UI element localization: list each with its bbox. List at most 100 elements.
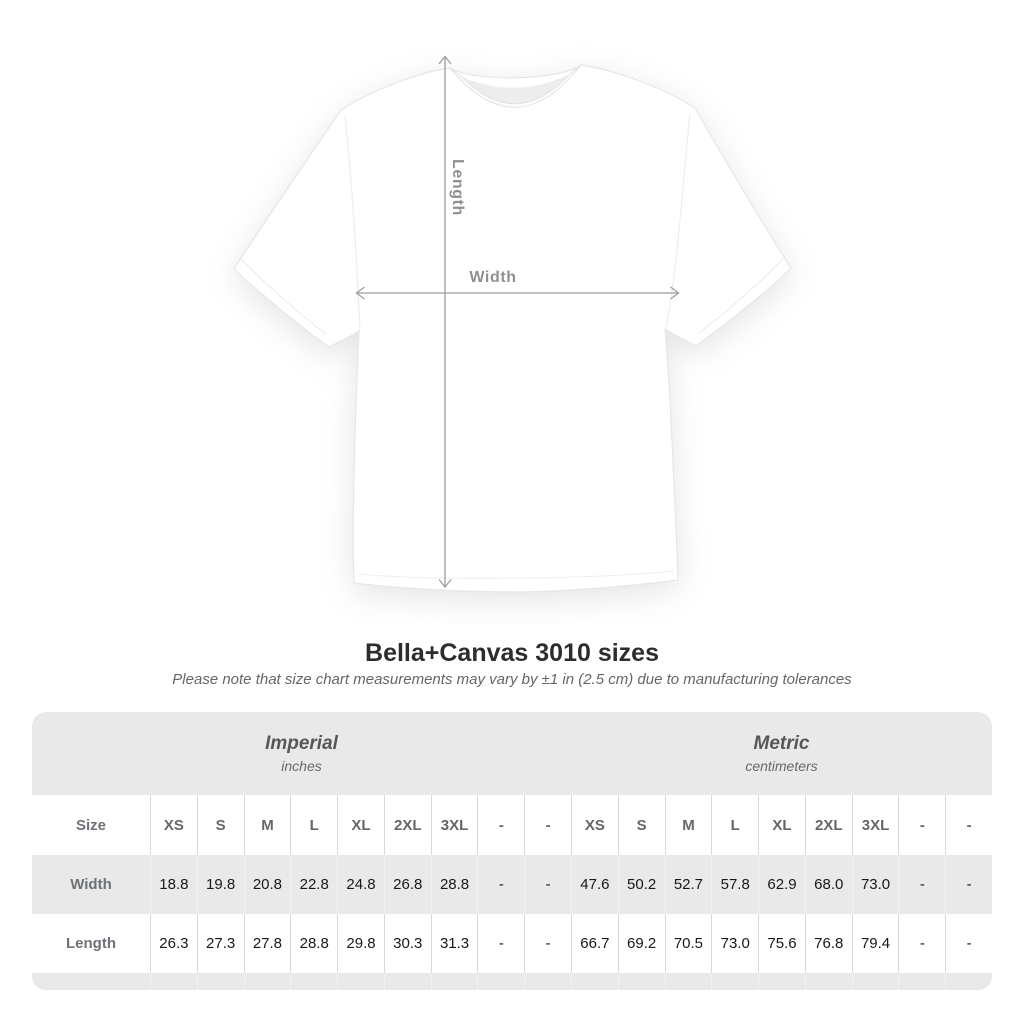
metric-measurement-cell: - (898, 914, 945, 973)
imperial-measurement-cell: 19.8 (196, 855, 244, 914)
footer-spacer-cell (477, 973, 524, 990)
footer-spacer-cell (804, 973, 852, 990)
metric-header-unit: centimeters (745, 758, 818, 774)
tshirt-diagram-svg (233, 55, 792, 593)
table-footer-strip (32, 973, 992, 990)
size-column-label: Size (75, 816, 106, 834)
footer-spacer-cell (524, 973, 571, 990)
footer-spacer-cell (571, 973, 618, 990)
length-arrow (438, 55, 452, 589)
left-sleeve-hem-seam (240, 258, 327, 335)
metric-measurement-cell: 73.0 (711, 914, 758, 973)
metric-measurement-cell: 57.8 (711, 855, 758, 914)
metric-measurement-cell: 68.0 (804, 855, 852, 914)
size-chart-table: Imperial inches Metric centimeters Size X… (32, 712, 992, 990)
metric-header-title: Metric (753, 733, 810, 754)
metric-size-col-header: - (898, 795, 945, 855)
metric-size-col-header: L (711, 795, 758, 855)
imperial-size-col-header: M (243, 795, 291, 855)
imperial-measurement-cell: 18.8 (150, 855, 197, 914)
metric-measurement-cell: 75.6 (758, 914, 805, 973)
footer-spacer-cell (617, 973, 665, 990)
imperial-size-col-header: - (524, 795, 571, 855)
right-sleeve-hem-seam (698, 257, 785, 334)
imperial-measurement-cell: 27.3 (196, 914, 244, 973)
footer-spacer-cell (758, 973, 805, 990)
imperial-size-col-header: L (290, 795, 337, 855)
footer-spacer-cell (243, 973, 291, 990)
imperial-measurement-cell: - (477, 855, 524, 914)
footer-spacer-cell (945, 973, 992, 990)
imperial-measurement-cell: 22.8 (290, 855, 337, 914)
imperial-size-col-header: - (477, 795, 524, 855)
imperial-size-col-header: XS (150, 795, 197, 855)
imperial-measurement-cell: 31.3 (430, 914, 478, 973)
metric-measurement-cell: 79.4 (851, 914, 899, 973)
footer-spacer-cell (851, 973, 899, 990)
imperial-measurement-cell: 20.8 (243, 855, 291, 914)
collar-band (449, 64, 582, 108)
imperial-measurement-cell: 28.8 (290, 914, 337, 973)
metric-size-col-header: XS (571, 795, 618, 855)
footer-spacer-cell (150, 973, 197, 990)
metric-size-col-header: XL (758, 795, 805, 855)
metric-measurement-cell: 76.8 (804, 914, 852, 973)
metric-size-col-header: 3XL (851, 795, 899, 855)
imperial-size-col-header: S (196, 795, 244, 855)
metric-size-col-header: - (945, 795, 992, 855)
size-row: Size XS S M L XL 2XL 3XL - - XS S M L XL 2XL 3XL - - (32, 795, 992, 855)
imperial-measurement-cell: 29.8 (337, 914, 384, 973)
metric-measurement-cell: 66.7 (571, 914, 618, 973)
imperial-measurement-cell: 28.8 (430, 855, 478, 914)
footer-spacer-cell (32, 973, 150, 990)
footer-spacer-cell (290, 973, 337, 990)
footer-spacer-cell (196, 973, 244, 990)
metric-measurement-cell: - (945, 914, 992, 973)
measurement-row: Length 26.3 27.3 27.8 28.8 29.8 30.3 31.3- -66.7… (32, 914, 992, 973)
imperial-measurement-cell: 30.3 (383, 914, 431, 973)
metric-size-col-header: M (664, 795, 712, 855)
imperial-size-col-header: 3XL (430, 795, 478, 855)
imperial-measurement-cell: 27.8 (243, 914, 291, 973)
measurement-row-label: Length (66, 935, 116, 952)
metric-measurement-cell: 52.7 (664, 855, 712, 914)
measurement-rows: Width 18.8 19.8 20.8 22.8 24.8 26.8 28.8- -47.6 5… (32, 855, 992, 973)
imperial-size-col-header: XL (337, 795, 384, 855)
tshirt-illustration (233, 64, 792, 593)
collar-opening (462, 74, 570, 104)
metric-measurement-cell: 47.6 (571, 855, 618, 914)
width-dimension-label: Width (469, 269, 517, 286)
tolerance-note: Please note that size chart measurements… (172, 671, 852, 688)
length-dimension-label: Length (449, 159, 466, 216)
imperial-measurement-cell: 24.8 (337, 855, 384, 914)
footer-spacer-cell (383, 973, 431, 990)
imperial-size-col-header: 2XL (383, 795, 431, 855)
metric-size-col-header: 2XL (804, 795, 852, 855)
measurement-row-label: Width (70, 876, 112, 893)
footer-spacer-cell (898, 973, 945, 990)
imperial-header-title: Imperial (265, 733, 338, 754)
metric-measurement-cell: - (898, 855, 945, 914)
width-arrow (355, 286, 680, 300)
imperial-header: Imperial inches (32, 712, 571, 795)
metric-size-col-header: S (617, 795, 665, 855)
right-shoulder-seam (665, 113, 691, 329)
metric-measurement-cell: 62.9 (758, 855, 805, 914)
imperial-measurement-cell: - (524, 914, 571, 973)
measurement-row: Width 18.8 19.8 20.8 22.8 24.8 26.8 28.8- -47.6 5… (32, 855, 992, 914)
metric-measurement-cell: - (945, 855, 992, 914)
metric-measurement-cell: 50.2 (617, 855, 665, 914)
footer-spacer-cell (711, 973, 758, 990)
tshirt-measurement-diagram: Length Width (233, 55, 792, 593)
metric-measurement-cell: 70.5 (664, 914, 712, 973)
page-title: Bella+Canvas 3010 sizes (365, 639, 659, 667)
unit-header-row: Imperial inches Metric centimeters (32, 712, 992, 795)
footer-spacer-cell (430, 973, 478, 990)
imperial-header-unit: inches (281, 758, 322, 774)
metric-measurement-cell: 73.0 (851, 855, 899, 914)
footer-spacer-cell (664, 973, 712, 990)
tshirt-outline (233, 64, 792, 593)
imperial-measurement-cell: 26.8 (383, 855, 431, 914)
footer-spacer-cell (337, 973, 384, 990)
